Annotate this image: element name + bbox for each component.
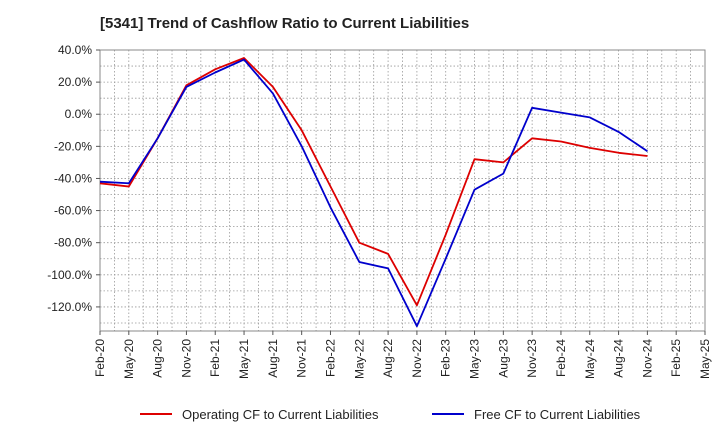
y-tick-label: -100.0% (47, 268, 92, 282)
x-tick-label: Feb-20 (93, 339, 107, 377)
x-tick-label: Nov-22 (410, 339, 424, 378)
x-tick-label: Nov-21 (295, 339, 309, 378)
x-tick-label: Aug-23 (496, 339, 510, 378)
x-tick-label: Feb-23 (439, 339, 453, 377)
x-tick-label: May-24 (583, 339, 597, 379)
y-tick-label: -80.0% (54, 236, 92, 250)
legend-label: Operating CF to Current Liabilities (182, 407, 379, 422)
x-tick-label: May-25 (698, 339, 712, 379)
x-tick-label: Aug-22 (381, 339, 395, 378)
x-tick-label: Feb-24 (554, 339, 568, 377)
series-line-free-cf (99, 58, 648, 328)
legend: Operating CF to Current Liabilities Free … (140, 407, 641, 422)
x-tick-label: May-20 (122, 339, 136, 379)
x-tick-label: Nov-20 (179, 339, 193, 378)
x-tick-label: May-21 (237, 339, 251, 379)
y-tick-label: 0.0% (65, 107, 93, 121)
x-tick-label: Aug-24 (612, 339, 626, 378)
y-tick-label: 40.0% (58, 43, 92, 57)
x-tick-label: Feb-22 (323, 339, 337, 377)
x-tick-label: Aug-20 (151, 339, 165, 378)
x-tick-label: Nov-23 (525, 339, 539, 378)
series-line-operating-cf (99, 57, 648, 307)
y-tick-label: -60.0% (54, 204, 92, 218)
plot-frame (99, 49, 706, 332)
legend-label: Free CF to Current Liabilities (474, 407, 641, 422)
y-tick-label: -40.0% (54, 171, 92, 185)
y-tick-label: -120.0% (47, 300, 92, 314)
series-layer (99, 57, 648, 328)
x-tick-label: Feb-21 (208, 339, 222, 377)
x-tick-label: Nov-24 (640, 339, 654, 378)
chart-title: [5341] Trend of Cashflow Ratio to Curren… (100, 15, 470, 32)
y-tick-label: 20.0% (58, 75, 92, 89)
x-tick-label: Feb-25 (669, 339, 683, 377)
y-tick-label: -20.0% (54, 139, 92, 153)
x-tick-label: May-22 (352, 339, 366, 379)
x-tick-label: May-23 (468, 339, 482, 379)
x-axis: Feb-20 May-20 Aug-20 Nov-20 Feb-21 May-21 Aug-… (93, 331, 712, 379)
y-axis: 40.0% 20.0% 0.0% -20.0% -40.0% -60.0% -80.0% -1… (47, 43, 100, 314)
grid-layer (99, 49, 706, 331)
x-tick-label: Aug-21 (266, 339, 280, 378)
